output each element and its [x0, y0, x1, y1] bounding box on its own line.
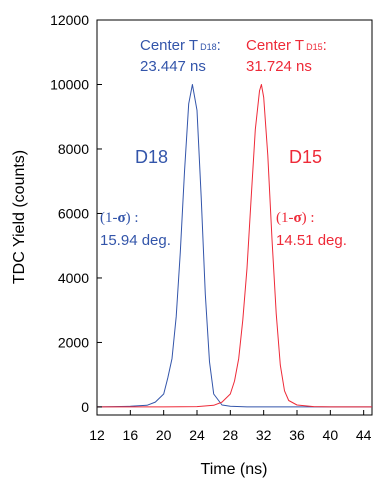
y-tick-label: 0: [81, 399, 89, 415]
d15-center-label: Center T D15:: [246, 37, 327, 54]
d18-center-label: Center T D18:: [140, 37, 221, 54]
x-tick-label: 20: [156, 427, 172, 443]
d18-sigma-value: 15.94 deg.: [100, 232, 171, 249]
tick-layer: 0 2000 4000 6000 8000 10000 12000 12 16 20 24 28 32 3…: [50, 12, 372, 443]
y-tick-label: 10000: [50, 76, 89, 92]
x-tick-label: 24: [189, 427, 205, 443]
y-tick-label: 6000: [58, 205, 89, 221]
d15-center-value: 31.724 ns: [246, 58, 312, 75]
series-line-d15: [97, 84, 372, 408]
d15-sigma-label: (1-σ) :: [276, 210, 315, 226]
x-axis-label: Time (ns): [201, 461, 268, 478]
d15-annotations: Center T D15: 31.724 ns D15 (1-σ) : 14.51…: [246, 37, 347, 249]
y-tick-label: 8000: [58, 141, 89, 157]
plot-frame: [96, 19, 373, 416]
d15-sigma-value: 14.51 deg.: [276, 232, 347, 249]
x-tick-label: 36: [289, 427, 305, 443]
x-tick-label: 16: [123, 427, 139, 443]
y-tick-label: 4000: [58, 270, 89, 286]
series-line-d18: [96, 84, 372, 408]
series-layer: [96, 84, 372, 408]
y-tick-label: 12000: [50, 12, 89, 28]
d18-series-label: D18: [135, 147, 168, 167]
x-tick-label: 28: [223, 427, 239, 443]
y-tick-label: 2000: [58, 334, 89, 350]
d18-sigma-label: (1-σ) :: [100, 210, 139, 226]
x-tick-label: 32: [256, 427, 272, 443]
x-tick-label: 12: [89, 427, 105, 443]
x-tick-label: 40: [323, 427, 339, 443]
y-axis-label: TDC Yield (counts): [11, 150, 28, 284]
x-tick-label: 44: [356, 427, 372, 443]
d18-center-value: 23.447 ns: [140, 58, 206, 75]
d18-annotations: Center T D18: 23.447 ns D18 (1-σ) : 15.94…: [100, 37, 221, 249]
d15-series-label: D15: [289, 147, 322, 167]
